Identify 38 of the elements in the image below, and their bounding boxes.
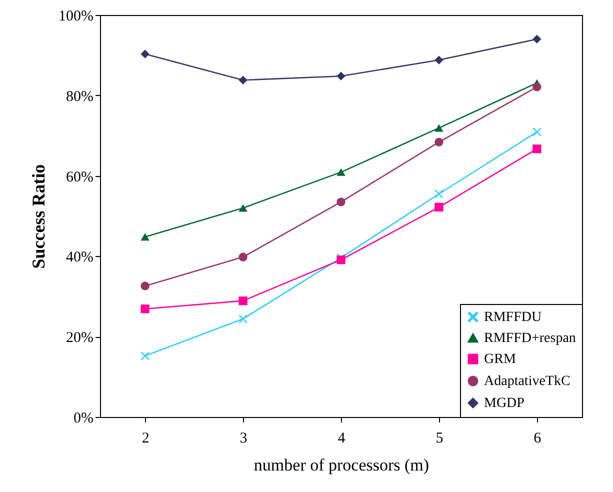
- point: [532, 34, 542, 44]
- point: [434, 56, 444, 64]
- y-axis-title: Success Ratio: [28, 164, 49, 269]
- point: [336, 168, 346, 176]
- point: [434, 138, 444, 146]
- point: [140, 304, 150, 314]
- x-tick-label: 3: [240, 430, 248, 446]
- legend-label: AdaptativeTkC: [484, 374, 570, 389]
- point: [336, 72, 346, 80]
- point: [140, 50, 150, 58]
- legend-label: MGDP: [484, 396, 525, 411]
- point: [238, 76, 248, 84]
- point: [434, 190, 444, 198]
- point: [434, 124, 444, 132]
- y-tick-label: 0%: [74, 410, 94, 426]
- point: [140, 233, 150, 241]
- y-tick-label: 20%: [66, 330, 94, 346]
- point: [336, 198, 346, 206]
- point: [238, 296, 248, 306]
- point: [532, 82, 542, 92]
- x-tick-label: 4: [338, 430, 346, 446]
- point: [434, 202, 444, 212]
- point: [532, 144, 542, 154]
- x-tick-label: 2: [142, 430, 150, 446]
- legend-label: RMFFD+respan: [484, 331, 576, 346]
- y-tick-label: 60%: [66, 169, 94, 186]
- point: [140, 282, 150, 290]
- point: [238, 204, 248, 212]
- point: [238, 252, 248, 262]
- y-tick-label: 100%: [58, 8, 94, 24]
- y-tick-label: 40%: [66, 250, 94, 266]
- legend-label: GRM: [484, 352, 516, 367]
- y-tick-label: 80%: [66, 88, 94, 105]
- x-tick-label: 6: [534, 430, 542, 446]
- x-tick-label: 5: [436, 430, 444, 446]
- x-axis-title: number of processors (m): [254, 456, 430, 474]
- legend-label: RMFFDU: [484, 310, 542, 325]
- point: [140, 352, 150, 360]
